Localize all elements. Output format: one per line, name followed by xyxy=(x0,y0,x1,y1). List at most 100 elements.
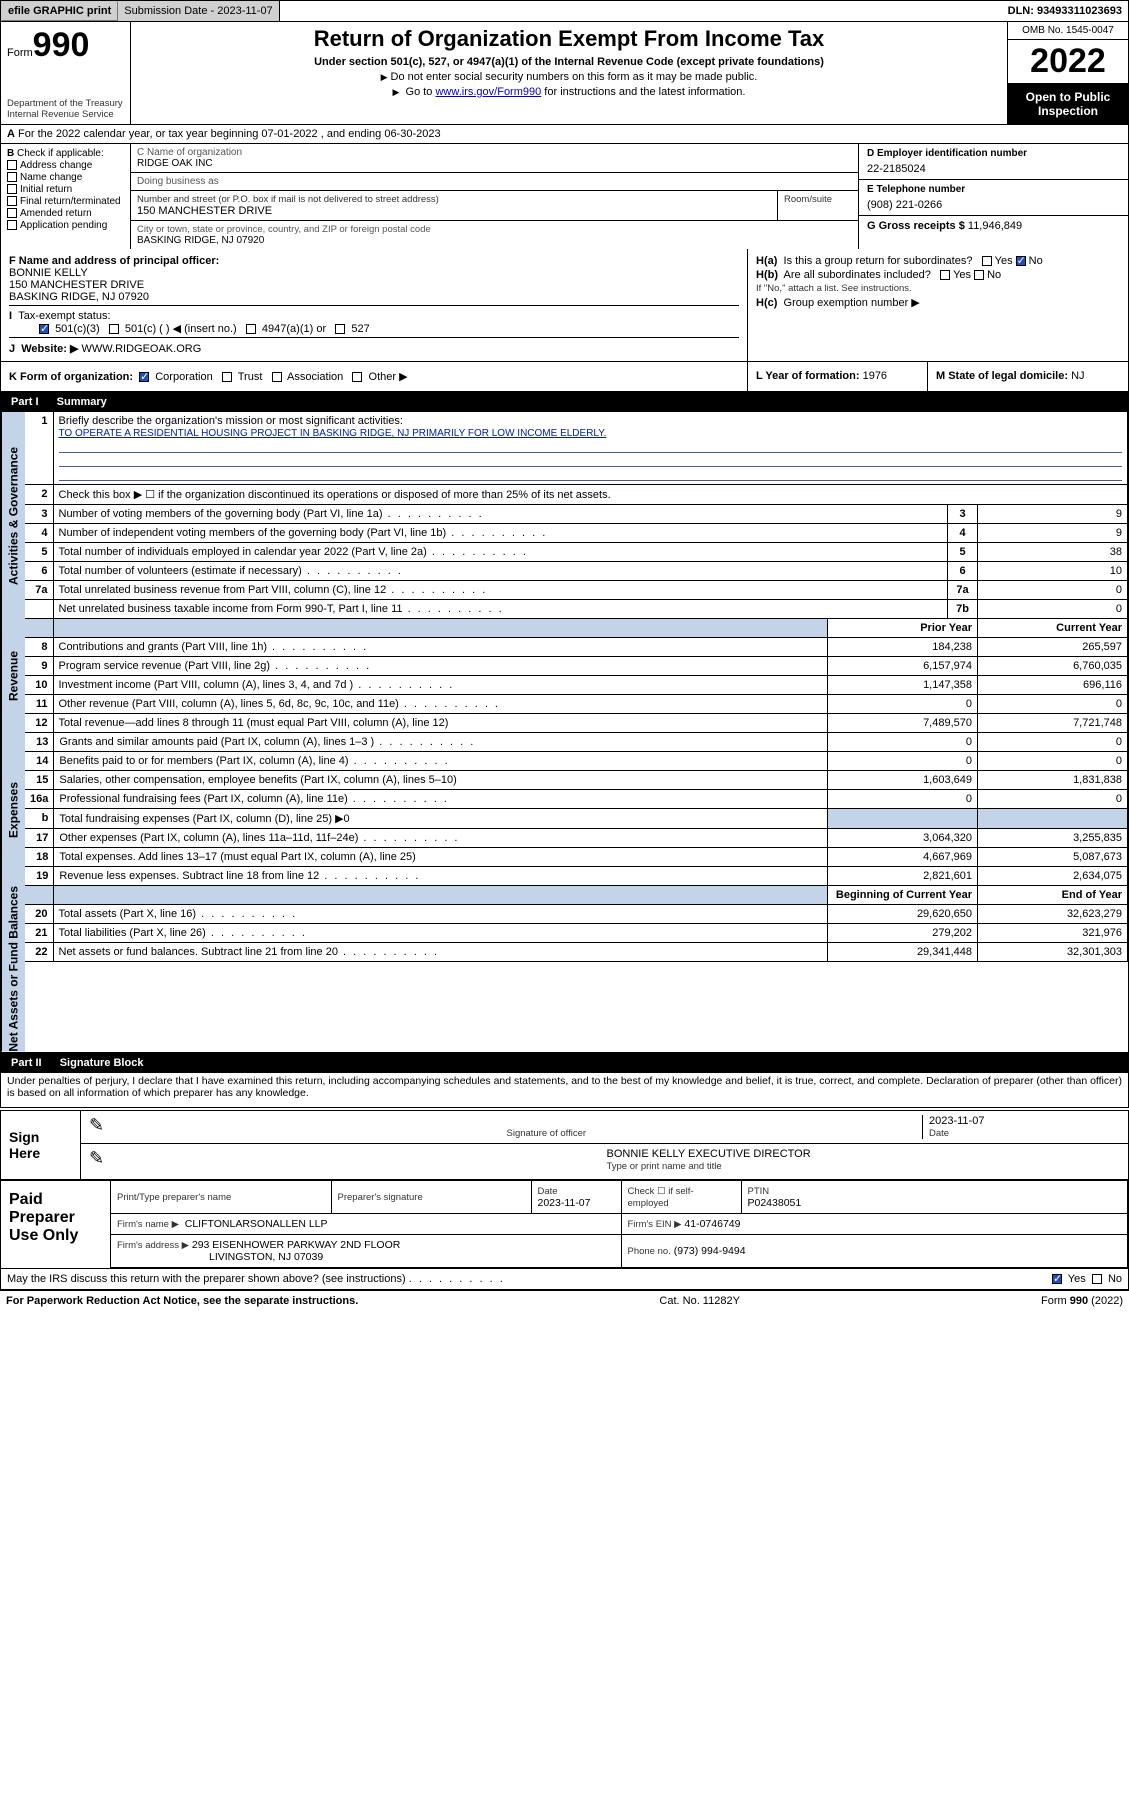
section-tab-net-assets: Net Assets or Fund Balances xyxy=(1,886,25,1052)
chk-discuss-no[interactable] xyxy=(1092,1274,1102,1284)
chk-name-change[interactable]: Name change xyxy=(7,172,124,183)
chk-corporation[interactable] xyxy=(139,372,149,382)
city-row: City or town, state or province, country… xyxy=(131,221,858,249)
part-1-header: Part I Summary xyxy=(0,392,1129,412)
firm-name: Firm's name ▶ CLIFTONLARSONALLEN LLP xyxy=(111,1213,621,1234)
exp-line-13: 13Grants and similar amounts paid (Part … xyxy=(25,733,1128,752)
top-bar: efile GRAPHIC print Submission Date - 20… xyxy=(0,0,1129,22)
gov-line-5: 5Total number of individuals employed in… xyxy=(25,543,1128,562)
officer-name-title: BONNIE KELLY EXECUTIVE DIRECTORType or p… xyxy=(607,1148,1123,1172)
officer-name-addr: F Name and address of principal officer:… xyxy=(9,255,739,303)
efile-print-button[interactable]: efile GRAPHIC print xyxy=(1,1,118,21)
chk-hb-no[interactable] xyxy=(974,270,984,280)
pen-icon: ✎ xyxy=(87,1115,507,1139)
state-domicile: M State of legal domicile: NJ xyxy=(928,362,1128,391)
prior-year-hdr: Prior Year xyxy=(828,619,978,638)
chk-other[interactable] xyxy=(352,372,362,382)
chk-4947[interactable] xyxy=(246,324,256,334)
section-tab-revenue: Revenue xyxy=(1,619,25,733)
chk-trust[interactable] xyxy=(222,372,232,382)
preparer-name: Print/Type preparer's name xyxy=(111,1181,331,1214)
chk-ha-no[interactable] xyxy=(1016,256,1026,266)
self-employed-check[interactable]: Check ☐ if self-employed xyxy=(621,1181,741,1214)
chk-ha-yes[interactable] xyxy=(982,256,992,266)
chk-527[interactable] xyxy=(335,324,345,334)
exp-line-18: 18Total expenses. Add lines 13–17 (must … xyxy=(25,848,1128,867)
exp-line-17: 17Other expenses (Part IX, column (A), l… xyxy=(25,829,1128,848)
submission-date: Submission Date - 2023-11-07 xyxy=(118,1,279,21)
sign-date: 2023-11-07Date xyxy=(922,1115,1122,1139)
rev-line-8: 8Contributions and grants (Part VIII, li… xyxy=(25,638,1128,657)
chk-amended-return[interactable]: Amended return xyxy=(7,208,124,219)
gov-line-6: 6Total number of volunteers (estimate if… xyxy=(25,562,1128,581)
chk-discuss-yes[interactable] xyxy=(1052,1274,1062,1284)
phone-box: E Telephone number(908) 221-0266 xyxy=(859,180,1128,216)
dept-label: Department of the TreasuryInternal Reven… xyxy=(7,98,124,120)
room-suite: Room/suite xyxy=(778,191,858,220)
section-tab-governance: Activities & Governance xyxy=(1,412,25,619)
group-return-ha: H(a) Is this a group return for subordin… xyxy=(756,255,1120,267)
tax-exempt-status: I Tax-exempt status: 501(c)(3) 501(c) ( … xyxy=(9,305,739,335)
gov-line-7b: Net unrelated business taxable income fr… xyxy=(25,600,1128,619)
gov-line-3: 3Number of voting members of the governi… xyxy=(25,505,1128,524)
mission-desc: Briefly describe the organization's miss… xyxy=(53,412,1128,485)
rev-line-10: 10Investment income (Part VIII, column (… xyxy=(25,676,1128,695)
chk-application-pending[interactable]: Application pending xyxy=(7,220,124,231)
form-note-1: Do not enter social security numbers on … xyxy=(135,71,1003,83)
open-public-badge: Open to Public Inspection xyxy=(1008,84,1128,124)
irs-link[interactable]: www.irs.gov/Form990 xyxy=(435,86,541,98)
section-tab-expenses: Expenses xyxy=(1,733,25,886)
perjury-declaration: Under penalties of perjury, I declare th… xyxy=(0,1073,1129,1108)
paid-preparer-label: Paid Preparer Use Only xyxy=(1,1181,111,1268)
exp-line-15: 15Salaries, other compensation, employee… xyxy=(25,771,1128,790)
dln: DLN: 93493311023693 xyxy=(1002,1,1128,21)
chk-association[interactable] xyxy=(272,372,282,382)
street-address: Number and street (or P.O. box if mail i… xyxy=(131,191,778,220)
website-row: J Website: ▶ WWW.RIDGEOAK.ORG xyxy=(9,337,739,355)
ptin: PTINP02438051 xyxy=(741,1181,1128,1214)
form-number: Form990 xyxy=(7,26,124,65)
rev-line-11: 11Other revenue (Part VIII, column (A), … xyxy=(25,695,1128,714)
firm-ein: Firm's EIN ▶ 41-0746749 xyxy=(621,1213,1128,1234)
exp-line-19: 19Revenue less expenses. Subtract line 1… xyxy=(25,867,1128,886)
exp-line-16b: bTotal fundraising expenses (Part IX, co… xyxy=(25,809,1128,829)
form-note-2: Go to www.irs.gov/Form990 for instructio… xyxy=(135,86,1003,98)
rev-line-12: 12Total revenue—add lines 8 through 11 (… xyxy=(25,714,1128,733)
chk-final-return[interactable]: Final return/terminated xyxy=(7,196,124,207)
hb-note: If "No," attach a list. See instructions… xyxy=(756,283,1120,294)
row-a-tax-year: A For the 2022 calendar year, or tax yea… xyxy=(0,125,1129,144)
form-title: Return of Organization Exempt From Incom… xyxy=(135,26,1003,52)
rev-line-9: 9Program service revenue (Part VIII, lin… xyxy=(25,657,1128,676)
signature-officer: Signature of officer xyxy=(507,1115,923,1139)
dba-row: Doing business as xyxy=(131,173,858,191)
pen-icon: ✎ xyxy=(87,1148,607,1172)
gov-line-4: 4Number of independent voting members of… xyxy=(25,524,1128,543)
exp-line-14: 14Benefits paid to or for members (Part … xyxy=(25,752,1128,771)
firm-phone: Phone no. (973) 994-9494 xyxy=(621,1234,1128,1267)
discuss-row: May the IRS discuss this return with the… xyxy=(0,1269,1129,1290)
chk-hb-yes[interactable] xyxy=(940,270,950,280)
group-return-hb: H(b) Are all subordinates included? Yes … xyxy=(756,269,1120,281)
omb-number: OMB No. 1545-0047 xyxy=(1008,22,1128,40)
preparer-signature: Preparer's signature xyxy=(331,1181,531,1214)
firm-address: Firm's address ▶ 293 EISENHOWER PARKWAY … xyxy=(111,1234,621,1267)
net-line-20: 20Total assets (Part X, line 16)29,620,6… xyxy=(25,905,1128,924)
chk-501c[interactable] xyxy=(109,324,119,334)
tax-year: 2022 xyxy=(1008,40,1128,84)
net-line-21: 21Total liabilities (Part X, line 26)279… xyxy=(25,924,1128,943)
net-line-22: 22Net assets or fund balances. Subtract … xyxy=(25,943,1128,962)
chk-initial-return[interactable]: Initial return xyxy=(7,184,124,195)
chk-address-change[interactable]: Address change xyxy=(7,160,124,171)
eoy-hdr: End of Year xyxy=(978,886,1128,905)
form-subtitle: Under section 501(c), 527, or 4947(a)(1)… xyxy=(135,56,1003,68)
form-header: Form990 Department of the TreasuryIntern… xyxy=(0,22,1129,125)
sign-here-label: Sign Here xyxy=(1,1111,81,1179)
preparer-date: Date2023-11-07 xyxy=(531,1181,621,1214)
year-formation: L Year of formation: 1976 xyxy=(748,362,928,391)
gov-line-7a: 7aTotal unrelated business revenue from … xyxy=(25,581,1128,600)
boy-hdr: Beginning of Current Year xyxy=(828,886,978,905)
org-name-row: C Name of organizationRIDGE OAK INC xyxy=(131,144,858,173)
group-exemption-hc: H(c) Group exemption number ▶ xyxy=(756,296,1120,309)
part-2-header: Part II Signature Block xyxy=(0,1053,1129,1073)
chk-501c3[interactable] xyxy=(39,324,49,334)
